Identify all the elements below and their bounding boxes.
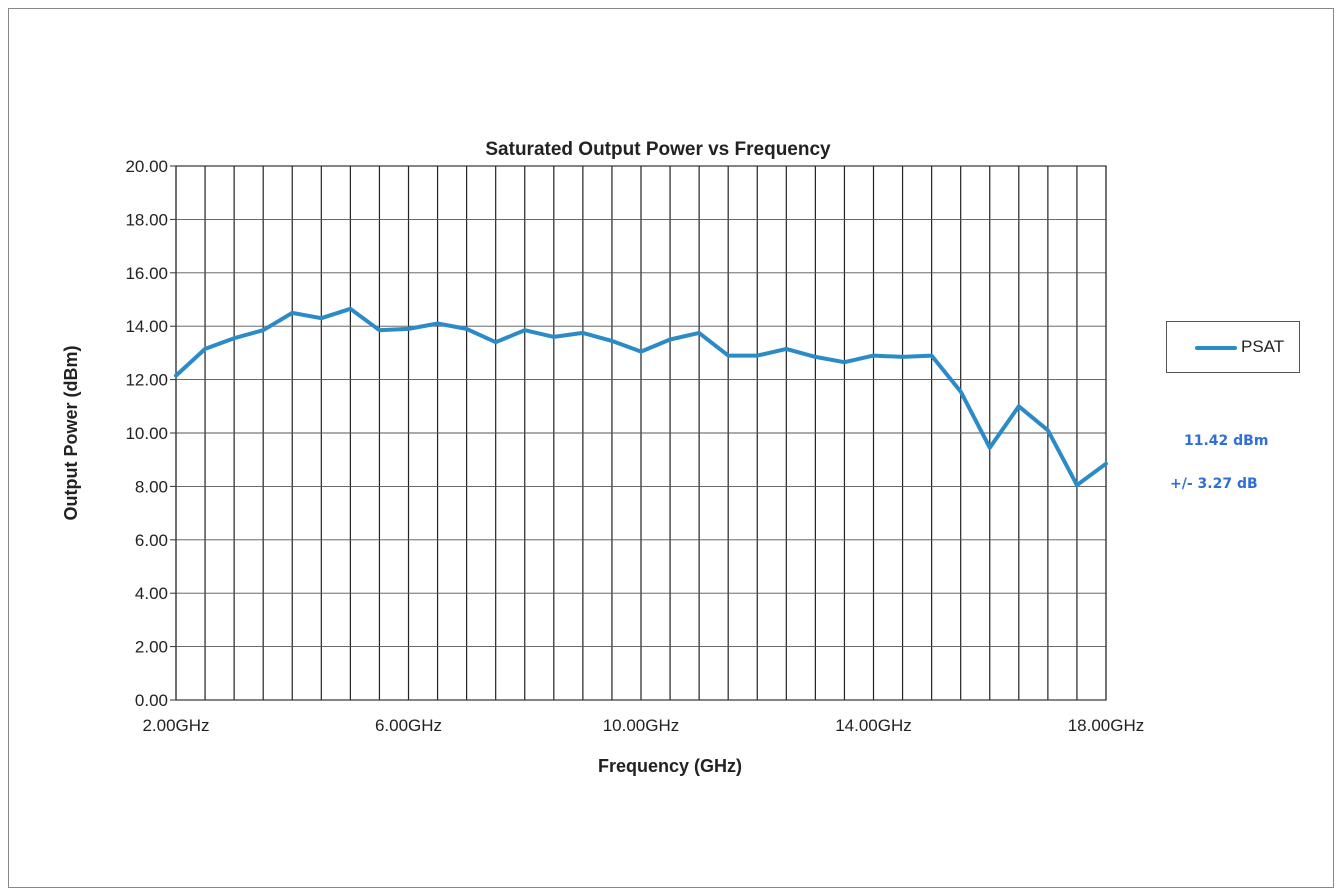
y-tick-label: 0.00 <box>135 691 168 710</box>
y-tick-label: 18.00 <box>125 210 168 229</box>
x-tick-label: 10.00GHz <box>603 716 680 735</box>
y-tick-label: 16.00 <box>125 264 168 283</box>
y-tick-labels: 0.00 2.00 4.00 6.00 8.00 10.00 12.00 14.00 16.00… <box>125 157 168 710</box>
x-tick-label: 2.00GHz <box>142 716 209 735</box>
x-tick-labels: 2.00GHz 6.00GHz 10.00GHz 14.00GHz 18.00GHz <box>142 716 1144 735</box>
series-layer <box>174 306 1108 488</box>
x-axis-title: Frequency (GHz) <box>598 756 742 776</box>
y-tick-label: 14.00 <box>125 317 168 336</box>
y-tick-label: 12.00 <box>125 371 168 390</box>
legend-swatch-psat <box>1195 346 1237 350</box>
series-line-psat <box>174 306 1108 488</box>
y-tick-label: 20.00 <box>125 157 168 176</box>
legend: PSAT <box>1166 321 1300 373</box>
power-variation-annotation: +/- 3.27 dB <box>1170 476 1258 492</box>
mean-power-annotation: 11.42 dBm <box>1184 433 1269 449</box>
y-tick-label: 2.00 <box>135 638 168 657</box>
y-tick-label: 10.00 <box>125 424 168 443</box>
x-tick-label: 18.00GHz <box>1068 716 1145 735</box>
x-tick-label: 6.00GHz <box>375 716 442 735</box>
y-tick-label: 6.00 <box>135 531 168 550</box>
y-tick-label: 8.00 <box>135 477 168 496</box>
y-gridlines <box>170 165 1106 701</box>
legend-label-psat: PSAT <box>1241 337 1285 356</box>
x-tick-label: 14.00GHz <box>835 716 912 735</box>
y-tick-label: 4.00 <box>135 584 168 603</box>
chart-title: Saturated Output Power vs Frequency <box>485 139 831 160</box>
chart-frame <box>8 8 1334 888</box>
y-axis-title: Output Power (dBm) <box>61 346 81 521</box>
plot-area <box>175 165 1107 701</box>
